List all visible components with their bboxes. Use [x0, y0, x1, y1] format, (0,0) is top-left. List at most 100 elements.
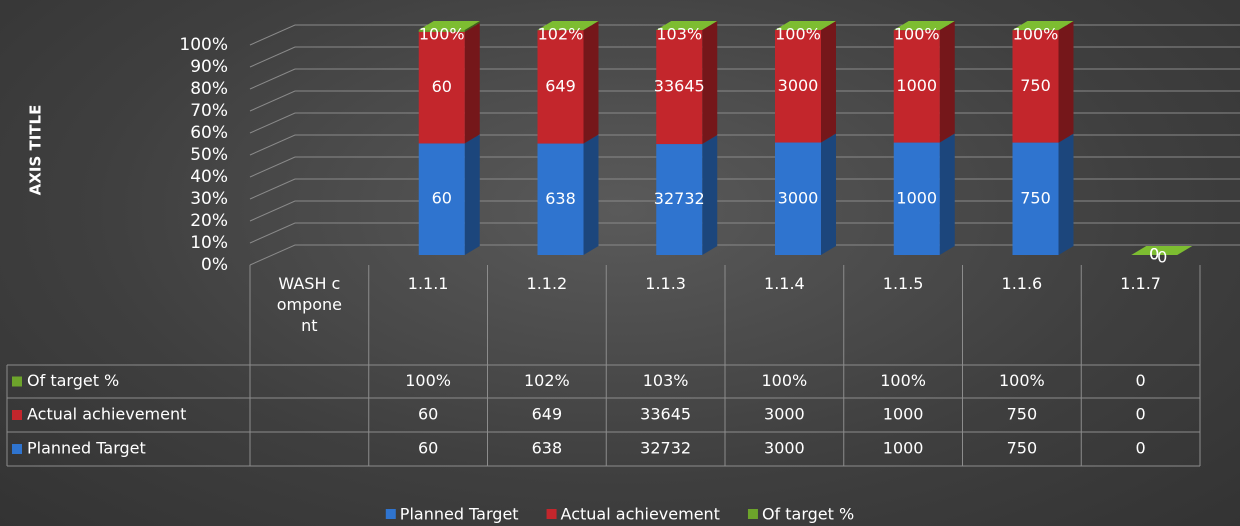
bar [418, 143, 465, 255]
bar [537, 143, 584, 255]
table-cell: 3000 [764, 405, 805, 424]
bar [775, 142, 821, 255]
data-label: 60 [432, 189, 452, 208]
bar [893, 30, 940, 143]
table-cell: 100% [880, 371, 926, 390]
bar-side [821, 133, 836, 255]
bar [893, 142, 940, 255]
grid-line [249, 24, 1240, 46]
bar-side [464, 134, 480, 255]
data-label: 60 [432, 77, 452, 96]
table-cell: 638 [532, 439, 563, 458]
row-label: Actual achievement [27, 405, 186, 424]
category: 1.1.5 [882, 274, 924, 293]
data-label: 100% [1013, 25, 1059, 44]
bar-side [702, 135, 718, 255]
y-tick-label: 80% [190, 79, 228, 99]
data-label: 100% [775, 25, 821, 44]
bar-side [583, 21, 599, 144]
bar-side [583, 134, 599, 255]
bar [1012, 30, 1059, 143]
legend-key [12, 410, 22, 420]
grid-line [249, 222, 1240, 244]
data-label: 3000 [778, 188, 819, 207]
bar [418, 30, 465, 32]
data-label: 1000 [896, 76, 937, 95]
y-tick-label: 90% [190, 57, 228, 77]
data-label: 0 [1149, 245, 1159, 264]
legend-key [12, 376, 22, 387]
bar [656, 144, 703, 255]
category: 1.1.4 [764, 274, 805, 293]
bar-top [893, 21, 955, 30]
y-tick-label: 0% [201, 255, 228, 275]
x-tick-label: 1.1.4 [764, 274, 805, 293]
table-cell: 100% [405, 371, 451, 390]
y-tick-label: 70% [190, 101, 228, 121]
table-cell: 649 [532, 405, 563, 424]
table-cell: 60 [418, 439, 438, 458]
bar [775, 30, 821, 143]
x-tick-label: 1.1.2 [526, 274, 568, 293]
table-cell: 1000 [883, 405, 924, 424]
table-cell: 102% [524, 371, 570, 390]
data-label: 0 [1149, 245, 1159, 264]
bar-side [821, 21, 836, 31]
table-cell: 0 [1136, 405, 1146, 424]
x-tick-label: 1.1.5 [882, 274, 924, 293]
row-label: Of target % [27, 371, 119, 390]
data-label: 32732 [654, 189, 705, 208]
table-cell: 103% [643, 371, 689, 390]
y-axis-title: AXIS TITLE [27, 105, 45, 196]
legend-label: Of target % [762, 505, 854, 524]
bar [656, 30, 703, 145]
x-tick-label: 1.1.3 [645, 274, 686, 293]
bar-top [418, 21, 480, 30]
table-cell: 1000 [883, 439, 924, 458]
bar-side [821, 21, 836, 143]
data-label: 750 [1020, 188, 1051, 207]
category: 1.1.2 [526, 274, 568, 293]
bar-side [702, 21, 718, 31]
legend-label: Actual achievement [561, 505, 720, 524]
row-label: Planned Target [27, 439, 146, 458]
grid-line [249, 134, 1240, 156]
grid-line [249, 46, 1240, 68]
category: 1.1.6 [1001, 274, 1043, 293]
x-tick-label: 1.1.6 [1001, 274, 1043, 293]
data-label: 103% [656, 25, 702, 44]
y-tick-label: 10% [190, 233, 228, 253]
y-tick-label: 40% [190, 167, 228, 187]
bar-top [656, 21, 718, 30]
table-cell: 60 [418, 405, 438, 424]
data-label: 3000 [778, 76, 819, 95]
data-label: 750 [1020, 76, 1051, 95]
legend-key [747, 509, 758, 519]
grid-line [249, 90, 1240, 112]
y-tick-label: 60% [190, 123, 228, 143]
category: WASH component [276, 274, 343, 335]
bar [418, 31, 465, 144]
y-tick-label: 20% [190, 211, 228, 231]
table-cell: 0 [1136, 371, 1146, 390]
x-tick-label: 1.1.7 [1120, 274, 1161, 293]
grid-line [249, 178, 1240, 200]
table-cell: 100% [999, 371, 1045, 390]
legend-key [12, 444, 22, 454]
category: 1.1.3 [645, 274, 686, 293]
data-label: 33645 [654, 77, 705, 96]
legend-label: Planned Target [400, 505, 519, 524]
bar-side [1058, 21, 1074, 143]
category: 1.1.1 [407, 274, 449, 293]
x-tick-label: 1.1.1 [407, 274, 449, 293]
grid-line [249, 200, 1240, 222]
bar-side [939, 21, 955, 143]
table-cell: 750 [1007, 405, 1038, 424]
bar-side [583, 21, 599, 31]
data-label: 1000 [896, 188, 937, 207]
data-label: 0 [1157, 248, 1167, 267]
x-tick-label: WASH component [276, 274, 343, 335]
bar-top [775, 21, 836, 30]
data-label: 102% [538, 25, 584, 44]
